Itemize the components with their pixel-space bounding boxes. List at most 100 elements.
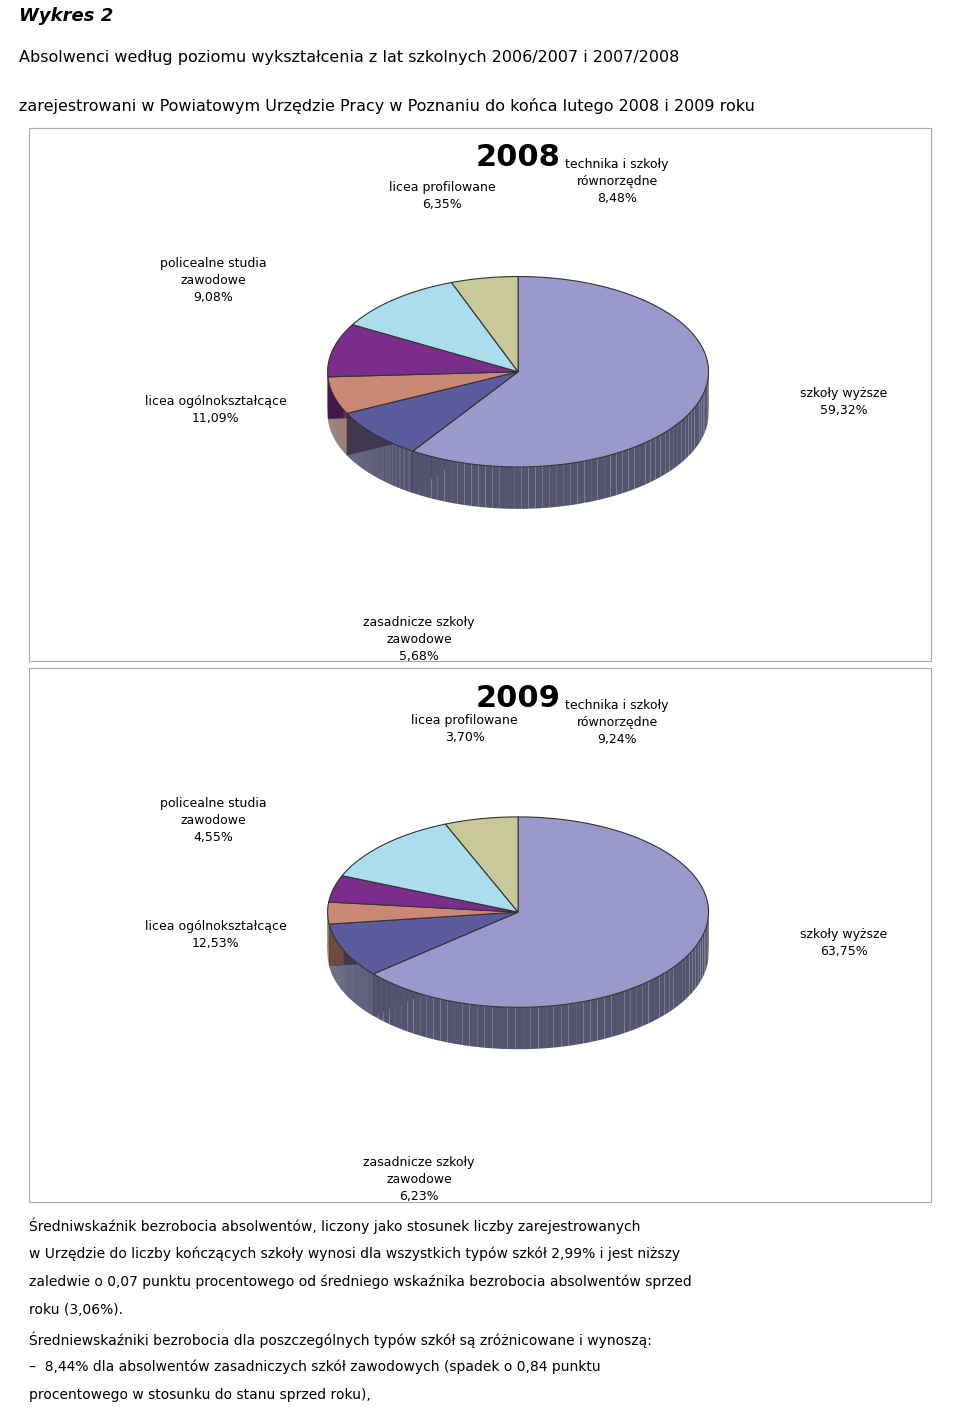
Polygon shape xyxy=(643,981,649,1027)
Polygon shape xyxy=(378,977,384,1021)
Polygon shape xyxy=(434,997,441,1041)
Polygon shape xyxy=(697,401,700,447)
Text: szkoły wyższe
59,32%: szkoły wyższe 59,32% xyxy=(800,387,887,417)
Text: licea ogólnokształcące
12,53%: licea ogólnokształcące 12,53% xyxy=(145,920,287,950)
Polygon shape xyxy=(327,902,518,924)
Polygon shape xyxy=(654,975,660,1021)
Polygon shape xyxy=(508,1007,516,1049)
Polygon shape xyxy=(478,465,486,508)
Polygon shape xyxy=(328,371,518,414)
Polygon shape xyxy=(329,912,518,966)
Polygon shape xyxy=(523,1007,531,1049)
Polygon shape xyxy=(598,997,605,1041)
Polygon shape xyxy=(328,876,518,912)
Polygon shape xyxy=(649,978,654,1024)
Polygon shape xyxy=(701,936,703,981)
Text: Średniewskaźniki bezrobocia dla poszczególnych typów szkół są zróżnicowane i wyn: Średniewskaźniki bezrobocia dla poszczeg… xyxy=(29,1331,652,1348)
Polygon shape xyxy=(469,1004,477,1047)
Polygon shape xyxy=(669,967,674,1012)
Polygon shape xyxy=(500,1007,508,1049)
Polygon shape xyxy=(414,991,420,1035)
Polygon shape xyxy=(528,466,536,509)
Polygon shape xyxy=(590,998,598,1042)
Polygon shape xyxy=(576,1001,584,1045)
Polygon shape xyxy=(584,1000,590,1044)
Polygon shape xyxy=(419,454,425,496)
Polygon shape xyxy=(678,960,683,1005)
Polygon shape xyxy=(413,371,518,493)
Polygon shape xyxy=(624,988,631,1032)
Polygon shape xyxy=(705,387,706,432)
Polygon shape xyxy=(557,464,564,506)
Text: –  8,44% dla absolwentów zasadniczych szkół zawodowych (spadek o 0,84 punktu: – 8,44% dla absolwentów zasadniczych szk… xyxy=(29,1359,600,1375)
Polygon shape xyxy=(670,427,674,471)
Text: Absolwenci według poziomu wykształcenia z lat szkolnych 2006/2007 i 2007/2008: Absolwenci według poziomu wykształcenia … xyxy=(19,50,680,65)
Polygon shape xyxy=(492,466,500,509)
Text: licea profilowane
3,70%: licea profilowane 3,70% xyxy=(412,714,518,744)
Polygon shape xyxy=(694,404,697,449)
Polygon shape xyxy=(425,455,431,499)
Polygon shape xyxy=(631,987,636,1031)
Text: policealne studia
zawodowe
4,55%: policealne studia zawodowe 4,55% xyxy=(160,798,267,845)
Text: Wykres 2: Wykres 2 xyxy=(19,7,113,26)
Polygon shape xyxy=(441,1000,447,1042)
Polygon shape xyxy=(698,940,701,985)
Polygon shape xyxy=(373,974,378,1018)
Polygon shape xyxy=(455,1003,463,1045)
Polygon shape xyxy=(407,990,414,1034)
Polygon shape xyxy=(585,459,591,503)
Polygon shape xyxy=(605,995,612,1039)
Polygon shape xyxy=(536,466,542,509)
Polygon shape xyxy=(451,276,518,371)
Polygon shape xyxy=(685,954,689,1000)
Text: w Urzędzie do liczby kończących szkoły wynosi dla wszystkich typów szkół 2,99% i: w Urzędzie do liczby kończących szkoły w… xyxy=(29,1246,680,1261)
Text: licea ogólnokształcące
11,09%: licea ogólnokształcące 11,09% xyxy=(145,395,287,425)
Polygon shape xyxy=(413,371,518,493)
Polygon shape xyxy=(571,462,578,505)
Text: policealne studia
zawodowe
9,08%: policealne studia zawodowe 9,08% xyxy=(160,257,267,304)
Polygon shape xyxy=(635,445,640,489)
Polygon shape xyxy=(636,984,643,1028)
Polygon shape xyxy=(485,1005,492,1048)
Polygon shape xyxy=(438,458,444,502)
Text: roku (3,06%).: roku (3,06%). xyxy=(29,1303,123,1317)
Polygon shape xyxy=(463,1003,469,1047)
Polygon shape xyxy=(660,973,664,1018)
Polygon shape xyxy=(660,432,665,476)
Polygon shape xyxy=(665,429,670,474)
Text: licea profilowane
6,35%: licea profilowane 6,35% xyxy=(389,182,495,212)
Polygon shape xyxy=(705,929,706,974)
Polygon shape xyxy=(521,466,528,509)
Polygon shape xyxy=(420,994,427,1038)
Polygon shape xyxy=(373,912,518,1015)
Polygon shape xyxy=(445,816,518,912)
Polygon shape xyxy=(591,458,598,502)
Polygon shape xyxy=(704,391,705,437)
Polygon shape xyxy=(431,456,438,501)
Polygon shape xyxy=(562,1004,568,1047)
Polygon shape xyxy=(692,947,696,993)
Polygon shape xyxy=(352,283,518,371)
Polygon shape xyxy=(623,449,629,493)
Polygon shape xyxy=(342,825,518,912)
Polygon shape xyxy=(688,411,691,456)
Polygon shape xyxy=(390,983,396,1027)
Polygon shape xyxy=(413,276,708,466)
Polygon shape xyxy=(678,421,682,465)
Polygon shape xyxy=(616,451,623,495)
Text: zasadnicze szkoły
zawodowe
5,68%: zasadnicze szkoły zawodowe 5,68% xyxy=(363,616,475,663)
Polygon shape xyxy=(554,1005,562,1048)
Polygon shape xyxy=(458,462,465,505)
Polygon shape xyxy=(702,394,704,439)
Polygon shape xyxy=(546,1005,554,1048)
Polygon shape xyxy=(706,384,708,429)
Polygon shape xyxy=(664,970,669,1015)
Polygon shape xyxy=(618,991,624,1035)
Text: procentowego w stosunku do stanu sprzed roku),: procentowego w stosunku do stanu sprzed … xyxy=(29,1388,371,1402)
Polygon shape xyxy=(515,466,521,509)
Polygon shape xyxy=(550,465,557,508)
Polygon shape xyxy=(598,456,604,501)
Polygon shape xyxy=(703,931,705,977)
Polygon shape xyxy=(696,943,698,988)
Polygon shape xyxy=(413,451,419,495)
